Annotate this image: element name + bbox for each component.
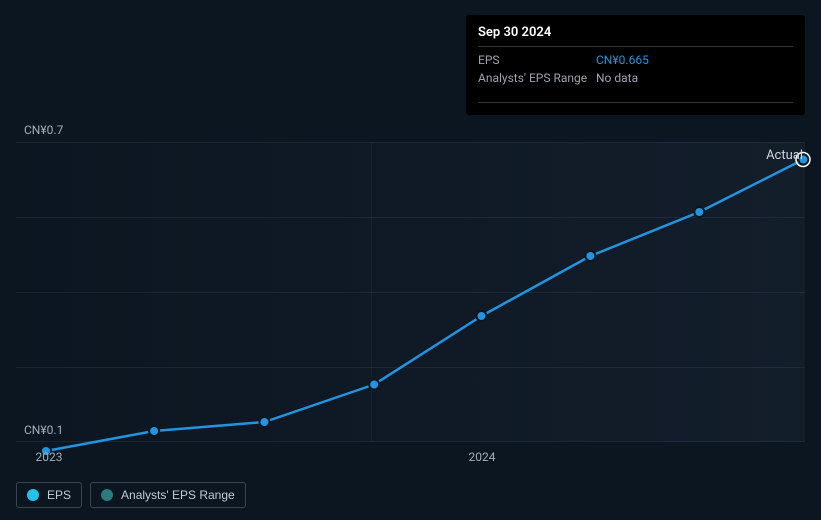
tooltip-value: CN¥0.665 <box>596 51 649 69</box>
legend-item-analysts-range[interactable]: Analysts' EPS Range <box>90 482 246 508</box>
eps-markers <box>41 155 808 457</box>
legend-swatch <box>101 489 113 501</box>
tooltip-value: No data <box>596 69 638 87</box>
legend-item-eps[interactable]: EPS <box>16 482 82 508</box>
tooltip-row-eps: EPS CN¥0.665 <box>478 51 793 69</box>
legend-label: EPS <box>47 488 71 502</box>
chart-line-layer <box>16 142 805 442</box>
x-axis-label: 2024 <box>469 450 496 464</box>
tooltip-row-range: Analysts' EPS Range No data <box>478 69 793 87</box>
chart-tooltip: Sep 30 2024 EPS CN¥0.665 Analysts' EPS R… <box>466 15 805 115</box>
tooltip-label: EPS <box>478 51 596 69</box>
legend-swatch <box>27 489 39 501</box>
tooltip-label: Analysts' EPS Range <box>478 69 596 87</box>
tooltip-date: Sep 30 2024 <box>478 25 793 47</box>
legend-label: Analysts' EPS Range <box>121 488 235 502</box>
y-axis-label: CN¥0.7 <box>24 123 63 137</box>
eps-line <box>46 160 803 452</box>
eps-point[interactable] <box>477 311 487 321</box>
eps-point[interactable] <box>149 426 159 436</box>
actual-region-label: Actual <box>766 148 803 163</box>
x-axis-label: 2023 <box>36 450 63 464</box>
chart-legend: EPS Analysts' EPS Range <box>16 482 246 508</box>
eps-point[interactable] <box>369 380 379 390</box>
tooltip-divider <box>478 102 793 103</box>
eps-point[interactable] <box>694 207 704 217</box>
eps-point[interactable] <box>585 251 595 261</box>
eps-point[interactable] <box>260 417 270 427</box>
y-axis-label: CN¥0.1 <box>24 423 63 437</box>
